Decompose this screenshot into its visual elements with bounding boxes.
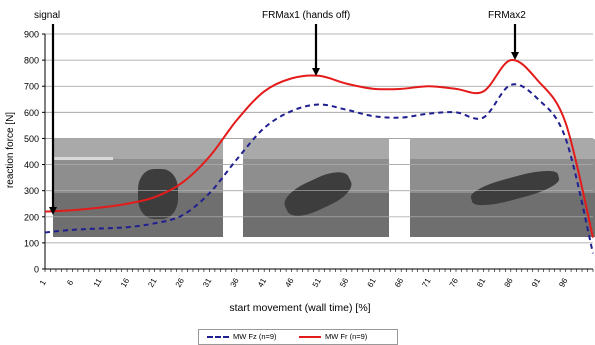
x-tick-label: 16: [119, 276, 132, 289]
y-tick-label: 0: [34, 265, 39, 275]
y-tick-label: 800: [24, 56, 39, 66]
y-tick-label: 100: [24, 238, 39, 248]
x-tick-label: 36: [229, 276, 242, 289]
x-tick-label: 56: [338, 276, 351, 289]
x-tick-label: 81: [475, 276, 488, 289]
y-tick-label: 700: [24, 82, 39, 92]
x-tick-label: 91: [530, 276, 543, 289]
y-tick-label: 500: [24, 134, 39, 144]
y-tick-label: 200: [24, 212, 39, 222]
legend-swatch-fr: [299, 336, 321, 338]
x-axis-label: start movement (wall time) [%]: [229, 302, 370, 314]
x-tick-label: 86: [503, 276, 516, 289]
legend-label-fr: MW Fr (n=9): [325, 332, 368, 341]
frmax2-annotation: FRMax2: [488, 10, 526, 21]
y-tick-label: 400: [24, 160, 39, 170]
x-tick-label: 31: [201, 276, 214, 289]
x-tick-label: 6: [65, 278, 75, 287]
x-tick-label: 51: [311, 276, 324, 289]
x-tick-label: 76: [448, 276, 461, 289]
legend: MW Fz (n=9) MW Fr (n=9): [198, 329, 398, 345]
start-photo-2: [243, 139, 389, 237]
signal-annotation: signal: [34, 10, 61, 21]
legend-label-fz: MW Fz (n=9): [233, 332, 277, 341]
frmax1-annotation: FRMax1 (hands off): [262, 10, 351, 21]
start-photo-1: [53, 139, 223, 237]
x-tick-label: 26: [174, 276, 187, 289]
x-tick-label: 96: [557, 276, 570, 289]
x-tick-label: 71: [420, 276, 433, 289]
y-axis-label: reaction force [N]: [5, 112, 16, 188]
y-tick-label: 300: [24, 186, 39, 196]
x-tick-label: 1: [38, 278, 48, 287]
y-tick-label: 600: [24, 108, 39, 118]
y-tick-label: 900: [24, 30, 39, 40]
x-axis-ticks: 1 6 11 16 21 26 31 36 41 46 51 56 61 66 71 76 81 86 91 96: [38, 269, 594, 289]
y-axis-ticks: 0 100 200 300 400 500 600 700 800 900: [24, 30, 45, 275]
x-tick-label: 66: [393, 276, 406, 289]
x-tick-label: 41: [256, 276, 269, 289]
x-tick-label: 61: [366, 276, 379, 289]
x-tick-label: 11: [92, 276, 104, 288]
x-tick-label: 21: [146, 276, 159, 289]
x-tick-label: 46: [283, 276, 296, 289]
start-photo-3: [410, 139, 595, 237]
legend-swatch-fz: [207, 336, 229, 338]
